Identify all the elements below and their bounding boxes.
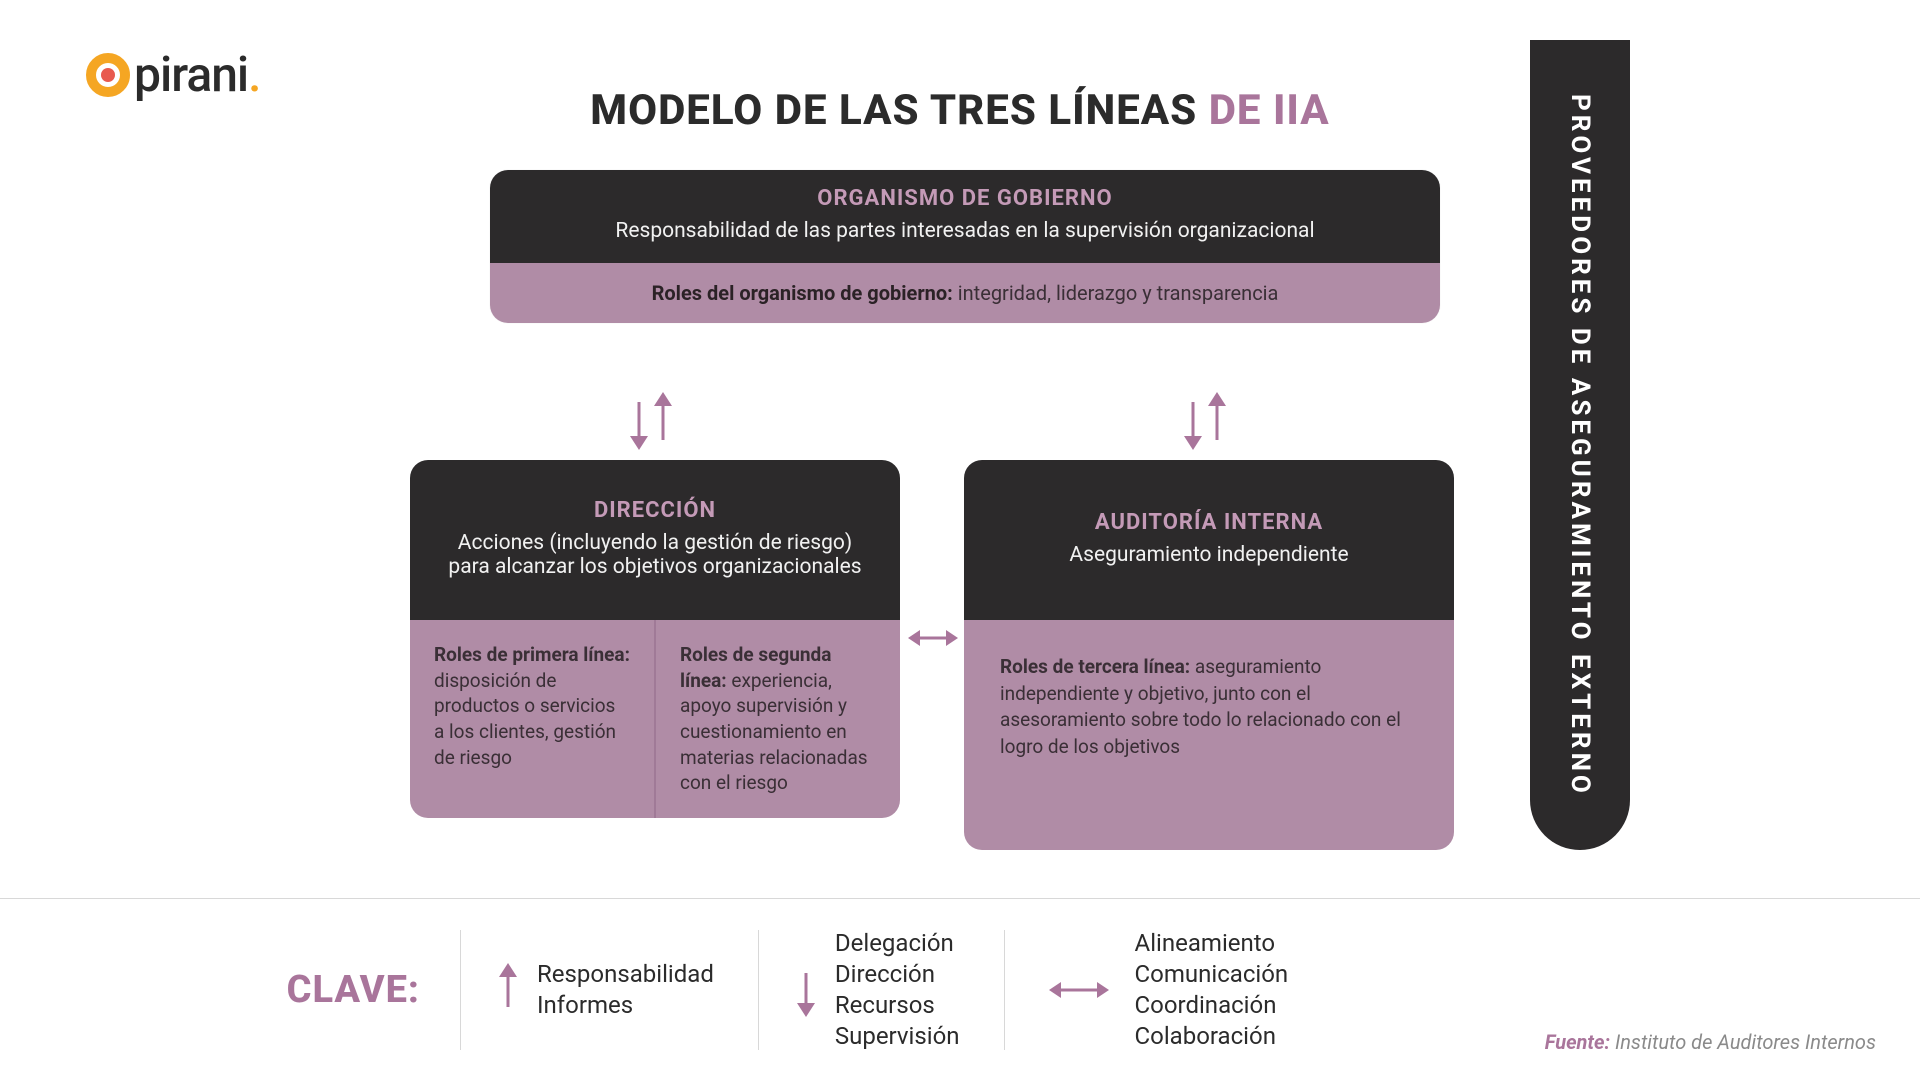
direction-roles: Roles de primera línea: disposición de p… [410, 620, 900, 818]
divider [0, 898, 1920, 899]
legend-up: Responsabilidad Informes [460, 930, 758, 1050]
governance-roles: Roles del organismo de gobierno: integri… [490, 263, 1440, 323]
arrow-both-icon [1049, 982, 1109, 998]
governance-box: ORGANISMO DE GOBIERNO Responsabilidad de… [490, 170, 1440, 323]
first-line-roles: Roles de primera línea: disposición de p… [410, 620, 654, 818]
external-providers-label: PROVEEDORES DE ASEGURAMIENTO EXTERNO [1565, 94, 1595, 797]
direction-subtitle: Acciones (incluyendo la gestión de riesg… [438, 531, 872, 579]
audit-title: AUDITORÍA INTERNA [992, 510, 1426, 535]
arrow-gov-audit [1190, 392, 1220, 450]
source: Fuente: Instituto de Auditores Internos [1545, 1030, 1876, 1054]
direction-box: DIRECCIÓN Acciones (incluyendo la gestió… [410, 460, 900, 818]
direction-head: DIRECCIÓN Acciones (incluyendo la gestió… [410, 460, 900, 620]
arrow-gov-direction [636, 392, 666, 450]
arrow-direction-audit [908, 630, 958, 646]
legend-both-text: Alineamiento Comunicación Coordinación C… [1135, 928, 1289, 1053]
governance-title: ORGANISMO DE GOBIERNO [514, 186, 1416, 211]
legend-down-text: Delegación Dirección Recursos Supervisió… [835, 928, 960, 1053]
external-providers-bar: PROVEEDORES DE ASEGURAMIENTO EXTERNO [1530, 40, 1630, 850]
arrow-up-icon [1214, 392, 1220, 450]
arrow-down-icon [636, 392, 642, 450]
governance-subtitle: Responsabilidad de las partes interesada… [514, 219, 1416, 243]
direction-title: DIRECCIÓN [438, 498, 872, 523]
second-line-roles: Roles de segunda línea: experiencia, apo… [654, 620, 900, 818]
audit-subtitle: Aseguramiento independiente [992, 543, 1426, 567]
arrow-up-icon [505, 963, 511, 1017]
audit-head: AUDITORÍA INTERNA Aseguramiento independ… [964, 460, 1454, 620]
legend-both: Alineamiento Comunicación Coordinación C… [1004, 930, 1333, 1050]
legend-down: Delegación Dirección Recursos Supervisió… [758, 930, 1004, 1050]
arrow-down-icon [803, 963, 809, 1017]
page-title: MODELO DE LAS TRES LÍNEAS DE IIA [0, 86, 1920, 135]
third-line-roles: Roles de tercera línea: aseguramiento in… [964, 620, 1454, 850]
arrow-down-icon [1190, 392, 1196, 450]
governance-head: ORGANISMO DE GOBIERNO Responsabilidad de… [490, 170, 1440, 263]
audit-box: AUDITORÍA INTERNA Aseguramiento independ… [964, 460, 1454, 850]
arrow-up-icon [660, 392, 666, 450]
legend-up-text: Responsabilidad Informes [537, 959, 714, 1021]
legend-key: CLAVE: [0, 968, 460, 1012]
